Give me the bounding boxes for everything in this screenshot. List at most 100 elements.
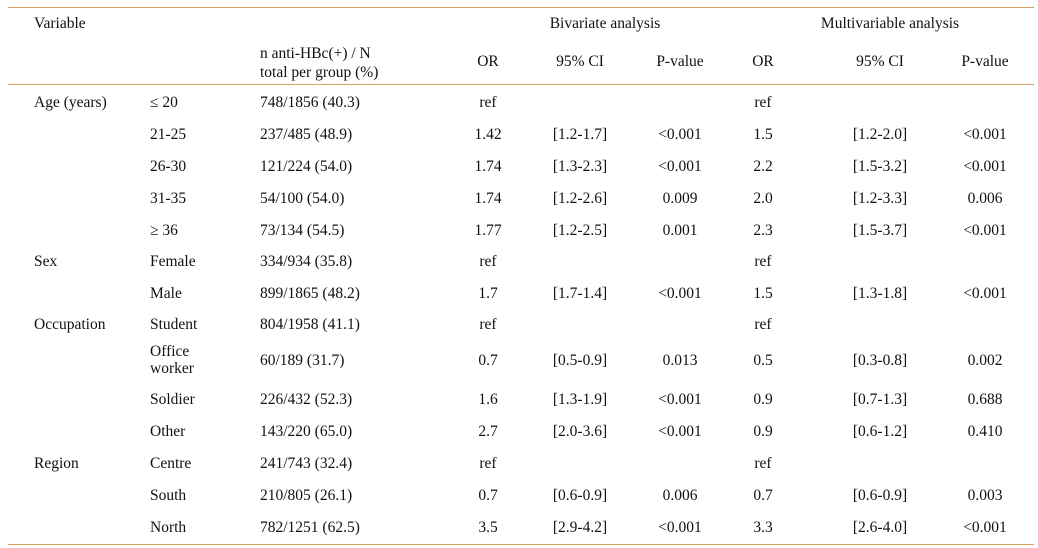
cell-or-multivariable: ref [754,316,772,333]
cell-count: 60/189 (31.7) [260,352,345,369]
cell-count: 899/1865 (48.2) [260,285,360,302]
cell-or-multivariable: 0.7 [753,487,773,504]
cell-ci-bivariate: [1.2-2.6] [552,190,608,207]
cell-p-bivariate: <0.001 [658,126,702,143]
cell-p-bivariate: <0.001 [658,519,702,536]
cell-level: 31-35 [150,190,187,207]
header-p-multivariable: P-value [961,53,1009,70]
cell-or-bivariate: 0.7 [478,352,498,369]
cell-count: 804/1958 (41.1) [260,316,360,333]
cell-or-bivariate: ref [479,455,497,472]
cell-count: 782/1251 (62.5) [260,519,360,536]
cell-count: 241/743 (32.4) [260,455,353,472]
cell-level: 26-30 [150,158,187,175]
cell-variable: Occupation [34,316,106,333]
cell-level: ≤ 20 [150,94,178,111]
cell-ci-bivariate: [1.2-2.5] [552,222,608,239]
cell-ci-multivariable: [1.2-2.0] [852,126,908,143]
cell-ci-multivariable: [0.7-1.3] [852,391,908,408]
header-count-line2: total per group (%) [260,64,379,81]
cell-p-bivariate: <0.001 [658,391,702,408]
cell-p-multivariable: 0.006 [967,190,1003,207]
cell-p-multivariable: <0.001 [963,158,1007,175]
cell-or-multivariable: 2.3 [753,222,773,239]
cell-level: Student [150,316,198,333]
cell-or-bivariate: ref [479,94,497,111]
cell-p-multivariable: <0.001 [963,519,1007,536]
cell-ci-bivariate: [1.2-1.7] [552,126,608,143]
cell-ci-bivariate: [2.9-4.2] [552,519,608,536]
cell-or-multivariable: 2.2 [753,158,773,175]
cell-variable: Sex [34,253,58,270]
header-ci-bivariate: 95% CI [556,53,604,70]
cell-count: 54/100 (54.0) [260,190,345,207]
cell-or-multivariable: 1.5 [753,126,773,143]
cell-ci-bivariate: [0.5-0.9] [552,352,608,369]
cell-p-multivariable: <0.001 [963,222,1007,239]
table-bottom-rule [8,544,1034,545]
table-top-rule [8,7,1034,8]
cell-level: Office worker [150,343,194,377]
cell-p-bivariate: 0.009 [662,190,698,207]
header-count-line1: n anti-HBc(+) / N [260,45,371,62]
cell-level: 21-25 [150,126,187,143]
cell-p-multivariable: 0.002 [967,352,1003,369]
cell-or-multivariable: 2.0 [753,190,773,207]
cell-p-multivariable: 0.688 [967,391,1003,408]
cell-level: South [150,487,187,504]
cell-ci-bivariate: [2.0-3.6] [552,423,608,440]
cell-p-multivariable: <0.001 [963,285,1007,302]
cell-level: Male [150,285,182,302]
cell-or-multivariable: 1.5 [753,285,773,302]
cell-or-multivariable: ref [754,94,772,111]
cell-ci-multivariable: [1.5-3.7] [852,222,908,239]
cell-level: Centre [150,455,192,472]
cell-level: Soldier [150,391,195,408]
cell-count: 143/220 (65.0) [260,423,353,440]
cell-level: Female [150,253,196,270]
cell-p-multivariable: 0.410 [967,423,1003,440]
cell-ci-multivariable: [0.6-1.2] [852,423,908,440]
cell-p-bivariate: <0.001 [658,158,702,175]
cell-level: ≥ 36 [150,222,178,239]
cell-ci-multivariable: [1.3-1.8] [852,285,908,302]
cell-or-multivariable: ref [754,455,772,472]
cell-or-bivariate: 1.74 [474,190,502,207]
cell-level: North [150,519,187,536]
cell-or-multivariable: 0.9 [753,391,773,408]
cell-or-bivariate: 1.7 [478,285,498,302]
header-variable: Variable [34,15,86,32]
cell-level: Other [150,423,186,440]
cell-p-bivariate: 0.013 [662,352,698,369]
cell-p-bivariate: 0.001 [662,222,698,239]
cell-count: 334/934 (35.8) [260,253,353,270]
cell-ci-multivariable: [0.3-0.8] [852,352,908,369]
cell-or-multivariable: ref [754,253,772,270]
cell-or-multivariable: 0.9 [753,423,773,440]
cell-or-bivariate: 1.42 [474,126,502,143]
header-bivariate-group: Bivariate analysis [549,15,661,32]
cell-or-bivariate: 1.77 [474,222,502,239]
header-or-multivariable: OR [752,53,774,70]
cell-count: 210/805 (26.1) [260,487,353,504]
cell-count: 237/485 (48.9) [260,126,353,143]
cell-p-bivariate: 0.006 [662,487,698,504]
header-ci-multivariable: 95% CI [856,53,904,70]
cell-ci-multivariable: [1.2-3.3] [852,190,908,207]
cell-p-bivariate: <0.001 [658,285,702,302]
cell-or-bivariate: ref [479,253,497,270]
cell-ci-bivariate: [0.6-0.9] [552,487,608,504]
cell-or-multivariable: 0.5 [753,352,773,369]
cell-or-bivariate: 1.74 [474,158,502,175]
cell-or-bivariate: 3.5 [478,519,498,536]
cell-ci-bivariate: [1.3-1.9] [552,391,608,408]
cell-or-bivariate: ref [479,316,497,333]
header-or-bivariate: OR [477,53,499,70]
cell-ci-bivariate: [1.7-1.4] [552,285,608,302]
cell-ci-multivariable: [2.6-4.0] [852,519,908,536]
cell-ci-bivariate: [1.3-2.3] [552,158,608,175]
cell-variable: Region [34,455,79,472]
cell-p-multivariable: <0.001 [963,126,1007,143]
cell-variable: Age (years) [34,94,107,111]
cell-or-multivariable: 3.3 [753,519,773,536]
